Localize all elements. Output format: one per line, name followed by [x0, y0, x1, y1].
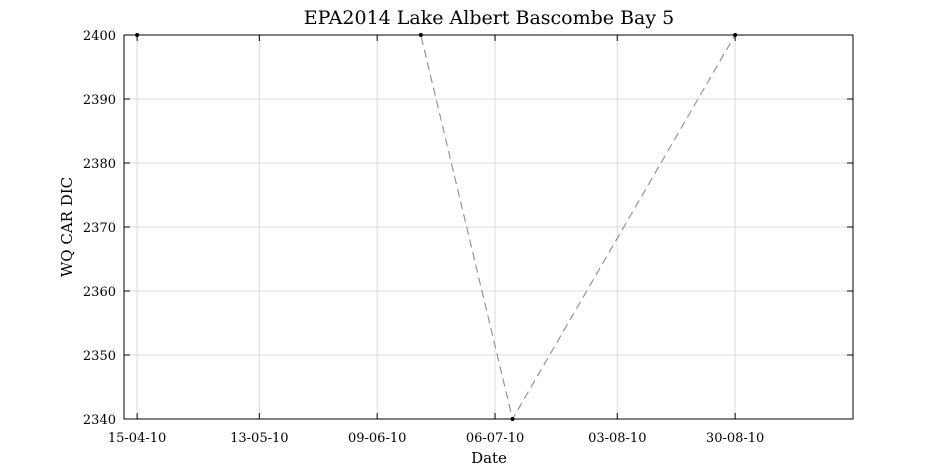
y-tick-label: 2350	[83, 349, 116, 364]
y-tick-label: 2360	[83, 285, 116, 300]
y-tick-label: 2380	[83, 157, 116, 172]
x-axis-label: Date	[471, 449, 507, 467]
x-tick-label: 03-08-10	[588, 431, 646, 446]
y-axis-label: WQ CAR DIC	[58, 177, 76, 277]
y-tick-label: 2370	[83, 221, 116, 236]
y-tick-label: 2390	[83, 93, 116, 108]
x-tick-label: 06-07-10	[466, 431, 524, 446]
x-tick-label: 15-04-10	[108, 431, 166, 446]
y-tick-label: 2400	[83, 29, 116, 44]
y-tick-label: 2340	[83, 413, 116, 428]
x-tick-label: 09-06-10	[348, 431, 406, 446]
tick-layer: 2340 2350 2360 2370 2380 2390 2400 15-04-10 13-0…	[83, 29, 853, 446]
chart-title: EPA2014 Lake Albert Bascombe Bay 5	[304, 7, 674, 29]
grid-layer	[124, 34, 853, 420]
series-line	[137, 34, 736, 421]
x-tick-label: 13-05-10	[230, 431, 288, 446]
x-tick-label: 30-08-10	[706, 431, 764, 446]
